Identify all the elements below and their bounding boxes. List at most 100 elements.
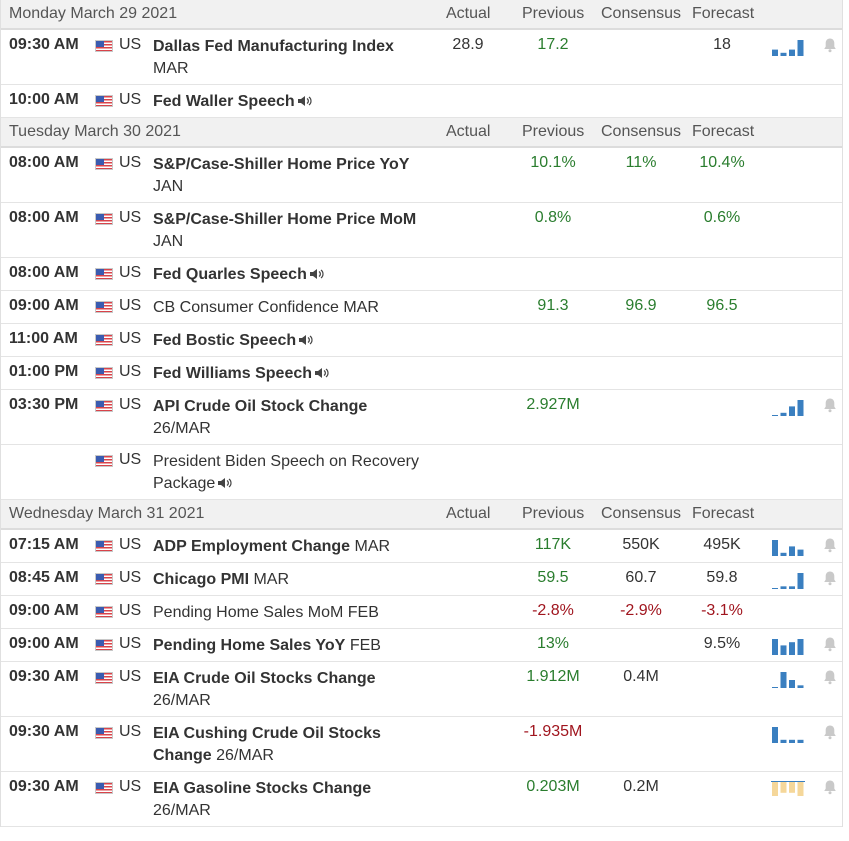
event-name[interactable]: Fed Williams Speech <box>153 365 313 382</box>
event-time: 07:15 AM <box>9 536 79 553</box>
history-chart-icon[interactable] <box>771 637 805 655</box>
us-flag-icon <box>95 268 113 280</box>
actual-column-header: Actual <box>446 5 491 22</box>
us-flag-icon <box>95 782 113 794</box>
history-chart-icon[interactable] <box>771 725 805 743</box>
event-name[interactable]: Pending Home Sales YoY <box>153 637 346 654</box>
event-name[interactable]: Fed Bostic Speech <box>153 332 297 349</box>
history-bar <box>797 639 804 655</box>
history-chart-icon[interactable] <box>771 780 805 798</box>
event-row[interactable]: 07:15 AM US ADP Employment Change MAR 117K 5… <box>1 530 842 563</box>
bell-icon[interactable] <box>823 570 837 586</box>
event-period: 26/MAR <box>153 420 211 437</box>
economic-calendar: Monday March 29 2021 Actual Previous Consen… <box>0 0 843 827</box>
event-name-cell[interactable]: Fed Williams Speech <box>153 363 433 385</box>
event-row[interactable]: 08:45 AM US Chicago PMI MAR 59.5 60.7 59.8 <box>1 563 842 596</box>
previous-column-header: Previous <box>522 505 585 522</box>
event-name-cell[interactable]: Chicago PMI MAR <box>153 569 433 591</box>
event-row[interactable]: 10:00 AM US Fed Waller Speech <box>1 85 842 118</box>
history-bar <box>797 739 804 743</box>
history-bar <box>780 586 787 589</box>
event-period: MAR <box>253 571 290 588</box>
event-name-cell[interactable]: CB Consumer Confidence MAR <box>153 297 433 319</box>
event-country: US <box>119 602 142 619</box>
event-name-cell[interactable]: Fed Quarles Speech <box>153 264 433 286</box>
event-name[interactable]: ADP Employment Change <box>153 538 351 555</box>
event-row[interactable]: 09:30 AM US Dallas Fed Manufacturing Index… <box>1 30 842 85</box>
event-name[interactable]: S&P/Case-Shiller Home Price MoM <box>153 211 417 228</box>
event-name-cell[interactable]: S&P/Case-Shiller Home Price YoY JAN <box>153 154 433 198</box>
actual-column-header: Actual <box>446 505 491 522</box>
us-flag-icon <box>95 727 113 739</box>
event-name[interactable]: Chicago PMI <box>153 571 250 588</box>
event-name[interactable]: Fed Quarles Speech <box>153 266 307 283</box>
previous-value: 0.8% <box>534 209 572 226</box>
event-row[interactable]: 01:00 PM US Fed Williams Speech <box>1 357 842 390</box>
event-country: US <box>119 91 142 108</box>
event-name-cell[interactable]: API Crude Oil Stock Change 26/MAR <box>153 396 433 440</box>
history-bar <box>797 685 804 688</box>
us-flag-icon <box>95 158 113 170</box>
event-name[interactable]: EIA Cushing Crude Oil Stocks Change <box>153 725 381 764</box>
forecast-value: 495K <box>703 536 741 553</box>
event-row[interactable]: 09:30 AM US EIA Cushing Crude Oil Stocks C… <box>1 717 842 772</box>
event-row[interactable]: 08:00 AM US Fed Quarles Speech <box>1 258 842 291</box>
event-name[interactable]: Pending Home Sales MoM FEB <box>153 604 379 621</box>
event-name-cell[interactable]: EIA Gasoline Stocks Change 26/MAR <box>153 778 433 822</box>
history-chart-icon[interactable] <box>771 670 805 688</box>
event-time: 09:00 AM <box>9 635 79 652</box>
speaker-icon <box>309 269 324 279</box>
bell-icon[interactable] <box>823 397 837 413</box>
bell-icon[interactable] <box>823 669 837 685</box>
history-chart-icon[interactable] <box>771 38 805 56</box>
event-name-cell[interactable]: Pending Home Sales MoM FEB <box>153 602 433 624</box>
event-row[interactable]: 11:00 AM US Fed Bostic Speech <box>1 324 842 357</box>
event-row[interactable]: 09:30 AM US EIA Gasoline Stocks Change 26/M… <box>1 772 842 827</box>
event-period: 26/MAR <box>153 802 211 819</box>
event-name-cell[interactable]: Pending Home Sales YoY FEB <box>153 635 433 657</box>
event-name-cell[interactable]: Fed Waller Speech <box>153 91 433 113</box>
bell-icon[interactable] <box>823 779 837 795</box>
event-time: 09:30 AM <box>9 778 79 795</box>
event-name[interactable]: CB Consumer Confidence MAR <box>153 299 379 316</box>
event-country: US <box>119 569 142 586</box>
history-bar <box>772 588 778 589</box>
event-row[interactable]: 09:00 AM US Pending Home Sales MoM FEB -2.8… <box>1 596 842 629</box>
event-name[interactable]: President Biden Speech on Recovery Packa… <box>153 453 419 492</box>
bell-icon[interactable] <box>823 37 837 53</box>
event-name[interactable]: EIA Gasoline Stocks Change <box>153 780 372 797</box>
history-chart-icon[interactable] <box>771 571 805 589</box>
event-row[interactable]: US President Biden Speech on Recovery Pac… <box>1 445 842 500</box>
event-name[interactable]: EIA Crude Oil Stocks Change <box>153 670 376 687</box>
bell-icon[interactable] <box>823 724 837 740</box>
event-row[interactable]: 09:00 AM US Pending Home Sales YoY FEB 13% 9… <box>1 629 842 662</box>
event-name-cell[interactable]: Dallas Fed Manufacturing Index MAR <box>153 36 433 80</box>
history-bar <box>780 552 787 556</box>
bell-icon[interactable] <box>823 636 837 652</box>
event-name[interactable]: S&P/Case-Shiller Home Price YoY <box>153 156 410 173</box>
event-row[interactable]: 09:30 AM US EIA Crude Oil Stocks Change 26/… <box>1 662 842 717</box>
event-row[interactable]: 03:30 PM US API Crude Oil Stock Change 26/M… <box>1 390 842 445</box>
event-name[interactable]: Dallas Fed Manufacturing Index <box>153 38 394 55</box>
event-name-cell[interactable]: ADP Employment Change MAR <box>153 536 433 558</box>
event-name[interactable]: API Crude Oil Stock Change <box>153 398 368 415</box>
previous-value: 2.927M <box>526 396 580 413</box>
previous-column-header: Previous <box>522 123 585 140</box>
event-country: US <box>119 451 142 468</box>
bell-icon[interactable] <box>823 537 837 553</box>
event-row[interactable]: 08:00 AM US S&P/Case-Shiller Home Price Yo… <box>1 148 842 203</box>
event-row[interactable]: 08:00 AM US S&P/Case-Shiller Home Price Mo… <box>1 203 842 258</box>
us-flag-icon <box>95 213 113 225</box>
event-time: 08:00 AM <box>9 154 79 171</box>
event-name-cell[interactable]: EIA Cushing Crude Oil Stocks Change 26/M… <box>153 723 433 767</box>
event-name-cell[interactable]: Fed Bostic Speech <box>153 330 433 352</box>
history-bar <box>789 406 795 416</box>
event-row[interactable]: 09:00 AM US CB Consumer Confidence MAR 91.3… <box>1 291 842 324</box>
event-name-cell[interactable]: EIA Crude Oil Stocks Change 26/MAR <box>153 668 433 712</box>
history-chart-icon[interactable] <box>771 538 805 556</box>
event-name[interactable]: Fed Waller Speech <box>153 93 295 110</box>
event-name-cell[interactable]: S&P/Case-Shiller Home Price MoM JAN <box>153 209 433 253</box>
history-bar <box>772 639 778 655</box>
history-chart-icon[interactable] <box>771 398 805 416</box>
event-name-cell[interactable]: President Biden Speech on Recovery Packa… <box>153 451 433 495</box>
